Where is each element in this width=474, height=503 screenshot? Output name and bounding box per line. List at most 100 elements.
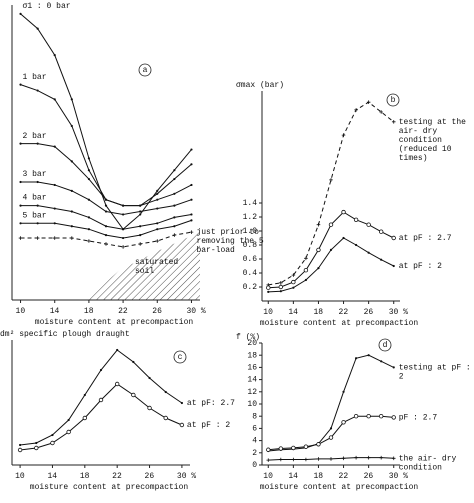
x-tick-label: 14	[288, 308, 298, 317]
series-label: at pF : 2	[399, 262, 442, 271]
point	[156, 189, 159, 192]
point	[70, 225, 73, 228]
point	[121, 204, 125, 207]
point	[291, 445, 296, 451]
point	[190, 183, 193, 187]
point	[36, 27, 39, 30]
point	[353, 414, 359, 419]
point	[156, 207, 159, 210]
panel-label: c	[178, 353, 183, 362]
series-line	[268, 415, 394, 451]
point	[50, 440, 55, 446]
point	[317, 267, 320, 270]
point	[19, 204, 22, 207]
point	[67, 418, 70, 422]
point	[70, 124, 73, 128]
point	[190, 163, 193, 166]
point	[70, 189, 73, 192]
x-tick-label: 10	[263, 308, 273, 317]
point	[190, 198, 193, 201]
x-tick-label: 30 %	[186, 307, 205, 316]
point	[304, 457, 308, 462]
point	[292, 286, 295, 289]
point	[172, 233, 177, 237]
point	[163, 415, 168, 421]
point	[353, 217, 359, 222]
point	[35, 236, 40, 240]
x-tick-label: 22	[339, 308, 349, 317]
point	[156, 222, 159, 225]
series-label: just prior to removing the 5 bar-load	[196, 228, 268, 255]
point	[329, 178, 333, 182]
point	[139, 234, 142, 237]
x-tick-label: 22	[118, 307, 128, 316]
point	[391, 120, 396, 124]
point	[316, 457, 321, 461]
x-tick-label: 30 %	[389, 472, 408, 481]
point	[328, 435, 334, 440]
point	[104, 204, 108, 207]
point	[379, 455, 383, 460]
point	[391, 456, 396, 461]
point	[87, 216, 91, 219]
point	[104, 198, 108, 201]
point	[114, 381, 120, 387]
point	[391, 415, 396, 420]
point	[342, 390, 345, 393]
point	[341, 420, 346, 425]
point	[367, 251, 370, 254]
y-tick-label: 4	[252, 437, 257, 446]
point	[36, 89, 39, 92]
point	[87, 228, 91, 231]
point	[392, 264, 395, 268]
point	[87, 198, 91, 201]
point	[156, 228, 159, 231]
x-tick-label: 14	[50, 307, 60, 316]
x-tick-label: 14	[47, 472, 57, 481]
x-tick-label: 26	[364, 308, 374, 317]
series-line	[20, 349, 183, 446]
point	[341, 133, 346, 137]
series-label: 1 bar	[23, 73, 47, 82]
point	[267, 290, 270, 293]
panel-circle	[138, 63, 152, 77]
point	[104, 242, 108, 246]
x-axis-label: moisture content at precompaction	[260, 483, 419, 492]
point	[173, 177, 176, 181]
point	[316, 442, 321, 447]
series-label: at pF: 2.7	[187, 399, 235, 408]
point	[380, 258, 383, 261]
y-tick-label: 8	[252, 412, 257, 421]
x-tick-label: 26	[145, 472, 155, 481]
point	[53, 98, 56, 101]
point	[139, 210, 142, 213]
point	[278, 446, 284, 451]
point	[51, 433, 54, 437]
point	[291, 273, 296, 277]
point	[147, 405, 152, 411]
saturated-soil-hatch	[85, 232, 200, 300]
y-tick-label: 0.2	[243, 283, 258, 292]
point	[35, 441, 38, 445]
point	[329, 248, 333, 251]
point	[104, 225, 108, 228]
point	[52, 236, 57, 240]
point	[366, 455, 371, 460]
point	[173, 192, 176, 195]
point	[139, 213, 142, 216]
series-label: at pF : 2	[187, 421, 230, 430]
y-tick-label: 16	[247, 364, 257, 373]
series-label: the air- dry condition	[399, 454, 461, 472]
x-axis-label: moisture content at precompaction	[260, 319, 419, 328]
x-axis-label: moisture content at precompaction	[30, 483, 189, 492]
y-tick-label: 2	[252, 449, 257, 458]
point	[87, 169, 91, 172]
panel-circle	[386, 93, 400, 107]
panel-label: d	[383, 341, 388, 350]
point	[329, 427, 333, 430]
series-line	[20, 383, 183, 451]
panel-circle	[173, 350, 187, 364]
point	[155, 239, 160, 243]
y-tick-label: 14	[247, 376, 257, 385]
y-tick-label: 0.4	[243, 269, 258, 278]
